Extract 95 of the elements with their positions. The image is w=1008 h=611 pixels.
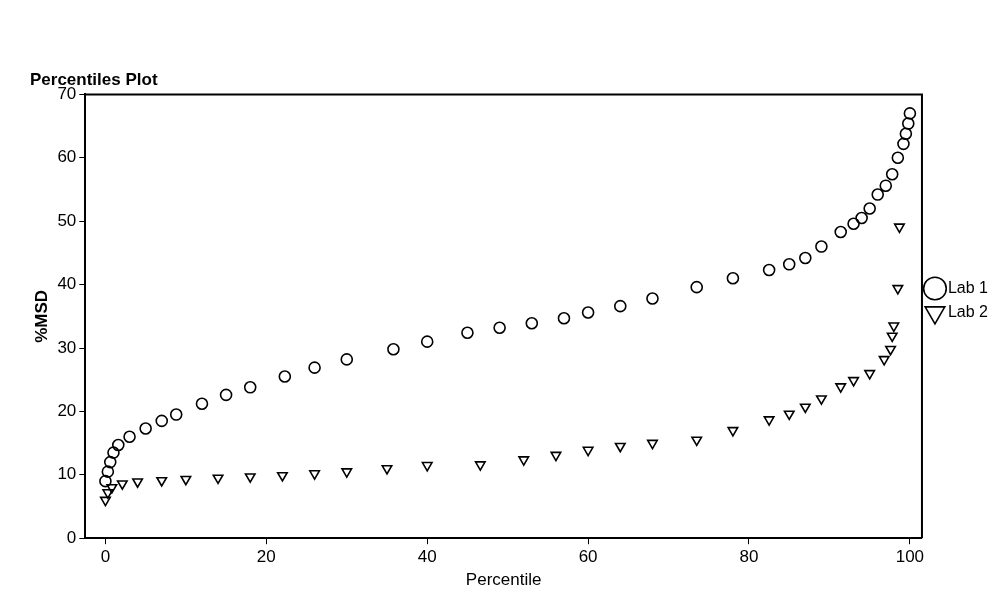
point	[107, 446, 120, 459]
point	[901, 117, 915, 130]
point	[525, 316, 539, 330]
point	[897, 137, 910, 151]
point	[815, 395, 827, 406]
point	[155, 414, 169, 428]
point	[278, 370, 292, 383]
y-tick-label: 60	[57, 147, 77, 167]
point	[871, 188, 885, 201]
x-tick-label: 80	[739, 547, 759, 567]
point	[309, 469, 321, 480]
point	[726, 271, 740, 285]
point	[727, 426, 739, 437]
point	[387, 342, 400, 356]
point	[244, 473, 256, 483]
x-tick-label: 0	[100, 547, 111, 567]
point	[101, 465, 115, 478]
point	[156, 476, 168, 487]
point	[885, 345, 897, 356]
point	[646, 439, 659, 450]
point	[341, 468, 353, 478]
point	[855, 211, 868, 225]
point	[102, 489, 114, 499]
point	[421, 461, 433, 472]
point	[557, 311, 571, 325]
point	[123, 430, 136, 444]
point	[885, 167, 899, 181]
point	[903, 107, 917, 120]
point	[891, 151, 905, 165]
point	[276, 471, 288, 482]
point	[763, 416, 775, 426]
point	[888, 322, 900, 333]
point	[99, 474, 112, 488]
point	[899, 127, 913, 141]
point	[243, 381, 257, 394]
point	[782, 258, 796, 271]
point	[493, 321, 506, 335]
point	[474, 461, 486, 471]
point	[116, 480, 128, 490]
x-tick-label: 40	[417, 547, 437, 567]
point	[420, 335, 434, 348]
y-tick-label: 0	[66, 527, 77, 547]
point	[308, 361, 321, 374]
point	[340, 353, 354, 366]
point	[219, 388, 233, 402]
point	[550, 451, 562, 462]
point	[381, 464, 393, 475]
legend-label: Lab 1	[947, 278, 989, 296]
point	[892, 284, 904, 295]
y-tick-label: 70	[57, 84, 77, 104]
point	[863, 202, 876, 215]
point	[762, 263, 776, 277]
legend-label: Lab 2	[947, 302, 989, 320]
point	[879, 179, 893, 192]
point	[518, 456, 530, 466]
point	[835, 383, 847, 393]
y-tick-label: 10	[57, 464, 77, 484]
point	[103, 455, 117, 469]
point	[212, 474, 224, 485]
point	[461, 326, 474, 340]
point	[815, 240, 828, 253]
point	[886, 332, 898, 343]
x-axis-title: Percentile	[465, 570, 542, 590]
point	[848, 376, 860, 387]
y-tick-label: 20	[57, 401, 77, 421]
point	[878, 355, 890, 366]
point	[99, 496, 111, 507]
x-tick-label: 100	[895, 547, 925, 567]
point	[864, 369, 876, 380]
point	[799, 251, 812, 265]
y-tick-label: 40	[57, 274, 77, 294]
point	[195, 397, 209, 411]
point	[614, 442, 626, 453]
point	[169, 408, 183, 421]
point	[799, 403, 811, 414]
point	[893, 223, 905, 234]
x-tick-label: 60	[578, 547, 598, 567]
point	[139, 422, 152, 435]
point	[691, 436, 703, 447]
point	[582, 446, 594, 457]
point	[613, 299, 627, 313]
x-tick-label: 20	[256, 547, 276, 567]
point	[132, 478, 144, 489]
point	[783, 410, 795, 421]
point	[111, 438, 125, 452]
y-tick-label: 30	[57, 337, 77, 357]
y-tick-label: 50	[57, 210, 77, 230]
point	[847, 217, 860, 231]
point	[834, 225, 848, 239]
point	[106, 483, 118, 494]
point	[180, 475, 192, 486]
point	[646, 292, 659, 305]
point	[581, 306, 595, 319]
y-axis-title: %MSD	[31, 289, 51, 343]
point	[690, 280, 704, 294]
